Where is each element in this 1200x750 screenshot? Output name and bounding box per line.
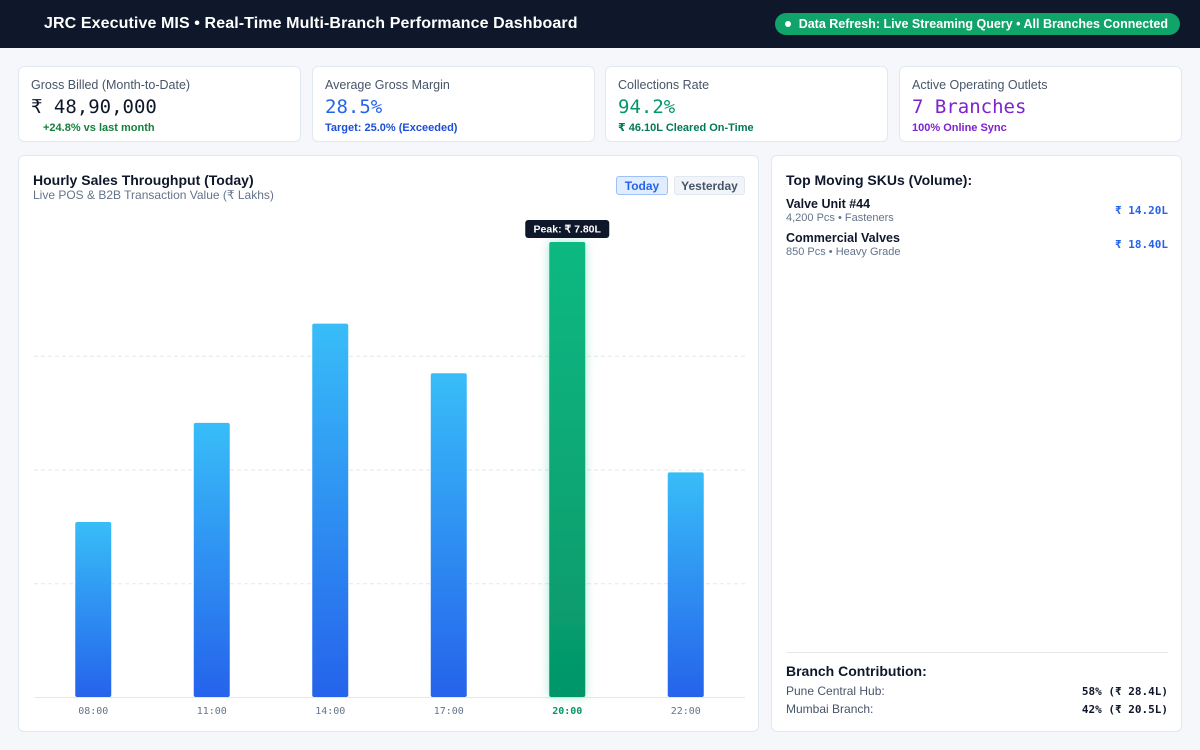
kpi-label: Collections Rate [618, 78, 710, 92]
bar-2000[interactable] [549, 242, 586, 697]
sku-name: Commercial Valves [786, 231, 900, 245]
x-tick-label: 14:00 [315, 706, 345, 717]
side-panel: Top Moving SKUs (Volume): Valve Unit #44… [771, 155, 1182, 732]
branch-row: Mumbai Branch: 42% (₹ 20.5L) [786, 702, 1168, 718]
branch-value: 58% (₹ 28.4L) [1081, 685, 1168, 698]
kpi-subtext: +24.8% vs last month [43, 122, 155, 134]
kpi-card-active-outlets: Active Operating Outlets 7 Branches 100%… [899, 66, 1182, 142]
branch-name: Mumbai Branch: [786, 702, 874, 716]
bar-1100[interactable] [193, 422, 230, 697]
peak-tooltip-bg [525, 220, 610, 238]
chart-title: Hourly Sales Throughput (Today) [33, 172, 254, 188]
kpi-card-collections-rate: Collections Rate 94.2% ₹ 46.10L Cleared … [605, 66, 888, 142]
kpi-value: 94.2% [618, 96, 676, 118]
x-tick-label: 20:00 [552, 706, 582, 717]
divider [786, 652, 1168, 653]
refresh-status-badge: Data Refresh: Live Streaming Query • All… [774, 13, 1180, 35]
sku-meta: 4,200 Pcs • Fasteners [786, 212, 894, 224]
kpi-value: 28.5% [325, 96, 383, 118]
kpi-card-gross-billed: Gross Billed (Month-to-Date) ₹ 48,90,000… [18, 66, 301, 142]
sku-value: ₹ 14.20L [1115, 204, 1168, 217]
refresh-status-text: Data Refresh: Live Streaming Query • All… [798, 17, 1168, 31]
kpi-card-gross-margin: Average Gross Margin 28.5% Target: 25.0%… [312, 66, 595, 142]
kpi-label: Gross Billed (Month-to-Date) [31, 78, 191, 92]
page-title: JRC Executive MIS • Real-Time Multi-Bran… [44, 15, 578, 32]
sku-item[interactable]: Commercial Valves 850 Pcs • Heavy Grade … [786, 231, 1168, 261]
x-tick-label: 17:00 [434, 706, 464, 717]
kpi-subtext: 100% Online Sync [912, 122, 1007, 134]
x-tick-label: 22:00 [671, 706, 701, 717]
peak-tooltip-text: Peak: ₹ 7.80L [534, 224, 602, 236]
bar-1700[interactable] [430, 373, 467, 697]
kpi-value: ₹ 48,90,000 [31, 96, 157, 118]
kpi-label: Average Gross Margin [325, 78, 450, 92]
sku-name: Valve Unit #44 [786, 197, 871, 211]
branch-row: Pune Central Hub: 58% (₹ 28.4L) [786, 684, 1168, 700]
bar-2200[interactable] [667, 472, 704, 697]
toggle-today-button[interactable]: Today [616, 176, 668, 195]
sku-meta: 850 Pcs • Heavy Grade [786, 246, 901, 258]
x-tick-label: 08:00 [78, 706, 108, 717]
kpi-label: Active Operating Outlets [912, 78, 1048, 92]
sales-bar-chart: 08:00 11:00 14:00 17:00 20:00 Peak: ₹ 7.80L 22… [34, 220, 745, 717]
kpi-subtext: Target: 25.0% (Exceeded) [325, 122, 458, 134]
branch-contribution-title: Branch Contribution: [786, 663, 927, 679]
top-bar: JRC Executive MIS • Real-Time Multi-Bran… [0, 0, 1200, 48]
sku-item[interactable]: Valve Unit #44 4,200 Pcs • Fasteners ₹ 1… [786, 197, 1168, 227]
peak-tooltip: Peak: ₹ 7.80L [525, 220, 610, 238]
chart-subtitle: Live POS & B2B Transaction Value (₹ Lakh… [33, 188, 274, 202]
bar-1400[interactable] [312, 323, 349, 697]
sales-chart-panel: 08:00 11:00 14:00 17:00 20:00 Peak: ₹ 7.80L 22… [18, 155, 759, 732]
branch-value: 42% (₹ 20.5L) [1081, 703, 1168, 716]
x-tick-label: 11:00 [197, 706, 227, 717]
branch-name: Pune Central Hub: [786, 684, 885, 698]
top-skus-title: Top Moving SKUs (Volume): [786, 172, 973, 188]
kpi-value: 7 Branches [912, 96, 1027, 118]
sku-value: ₹ 18.40L [1115, 238, 1168, 251]
bar-0800[interactable] [75, 522, 112, 697]
toggle-yesterday-button[interactable]: Yesterday [674, 176, 745, 195]
live-dot-icon [784, 21, 791, 27]
kpi-subtext: ₹ 46.10L Cleared On-Time [618, 122, 754, 134]
